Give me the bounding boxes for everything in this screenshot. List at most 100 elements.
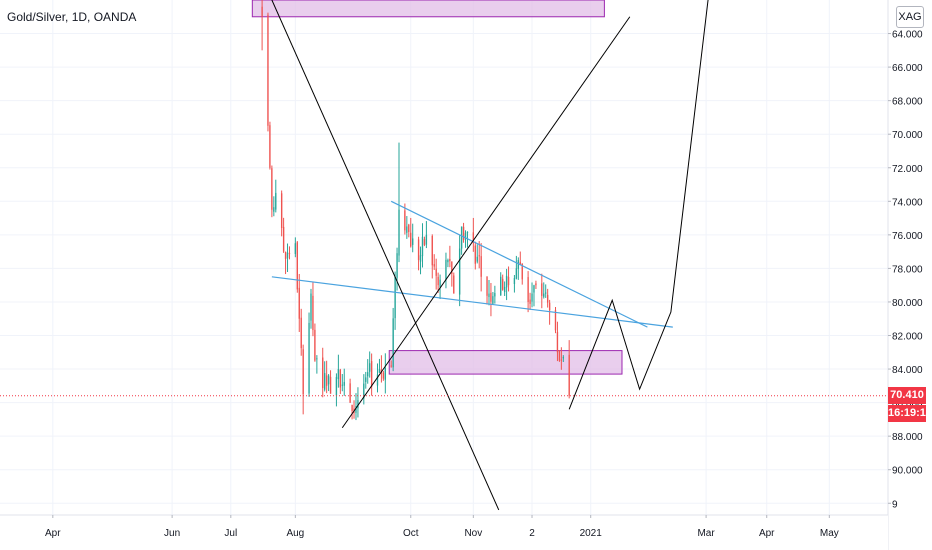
- candle-body: [280, 193, 283, 228]
- candle-body: [419, 255, 422, 262]
- candle-body: [505, 275, 508, 288]
- candle-body: [460, 226, 463, 249]
- candle-body: [562, 357, 564, 359]
- compare-symbol-badge[interactable]: XAG: [896, 6, 924, 28]
- candle-body: [261, 6, 263, 17]
- candle-body: [365, 377, 367, 382]
- candle-body: [560, 359, 563, 361]
- last-price-tag: 70.410: [888, 386, 926, 404]
- candle-body: [349, 383, 351, 403]
- candle-body: [410, 232, 412, 247]
- candle-body: [521, 263, 523, 280]
- drawing-layer: [271, 0, 709, 511]
- candle-body: [406, 226, 408, 233]
- time-axis[interactable]: Apr Jun Jul Aug Oct Nov 2 2021 Mar Apr May: [0, 514, 888, 550]
- time-tick-label: Apr: [45, 528, 61, 539]
- candle-body: [343, 381, 345, 386]
- candle-body: [322, 357, 324, 389]
- price-tick-label: 9: [892, 499, 898, 510]
- candle-body: [543, 293, 545, 297]
- candle-body: [558, 350, 561, 361]
- symbol-title: Gold/Silver, 1D, OANDA: [7, 10, 137, 24]
- trendline-lower-trendline: [271, 276, 673, 328]
- candle-body: [314, 329, 316, 361]
- price-tick-label: 66.000: [892, 63, 923, 74]
- candle-body: [368, 363, 371, 372]
- candle-body: [517, 260, 520, 269]
- candle-body: [453, 275, 455, 294]
- candle-body: [267, 14, 269, 126]
- candle-body: [423, 239, 426, 245]
- candle-body: [288, 253, 291, 255]
- candle-body: [351, 404, 353, 411]
- time-tick-label: Jul: [224, 528, 237, 539]
- candle-body: [396, 253, 398, 278]
- price-tick-label: 90.000: [892, 466, 923, 477]
- candle-body: [431, 236, 433, 266]
- candle-body: [437, 276, 439, 286]
- candle-body: [357, 400, 359, 409]
- candle-body: [529, 299, 531, 304]
- candle-body: [298, 287, 300, 319]
- candle-body: [296, 242, 298, 290]
- candle-body: [329, 376, 332, 394]
- candle-body: [327, 375, 330, 385]
- candle-body: [269, 125, 271, 168]
- price-tick-label: 70.000: [892, 130, 923, 141]
- price-axis[interactable]: 9 90.000 88.000 86.000 84.000 82.000 80.000 78.…: [887, 0, 932, 550]
- candle-body: [294, 243, 297, 254]
- candle-body: [494, 293, 496, 297]
- time-tick-label: 2021: [580, 528, 603, 539]
- candle-body: [554, 309, 557, 331]
- price-tick-label: 72.000: [892, 164, 923, 175]
- candle-body: [339, 369, 342, 388]
- candle-body: [378, 369, 381, 373]
- candle-body: [302, 349, 304, 395]
- time-tick-label: Mar: [697, 528, 715, 539]
- candle-body: [412, 238, 414, 245]
- bar-countdown-tag: 16:19:12: [888, 404, 932, 422]
- candle-body: [501, 278, 504, 290]
- candle-body: [458, 248, 461, 295]
- candle-body: [363, 383, 365, 399]
- candle-body: [490, 292, 492, 302]
- price-tick-label: 80.000: [892, 298, 923, 309]
- candle-body: [324, 373, 326, 390]
- trendline-triangle-upper: [390, 200, 648, 328]
- candle-body: [433, 264, 435, 267]
- candle-body: [384, 367, 387, 380]
- candle-body: [367, 372, 369, 377]
- price-tick-label: 88.000: [892, 432, 923, 443]
- time-tick-label: Nov: [464, 528, 482, 539]
- candle-body: [464, 232, 467, 240]
- candle-body: [408, 224, 410, 232]
- candle-body: [500, 276, 502, 296]
- candle-body: [425, 234, 428, 245]
- candle-body: [398, 209, 400, 256]
- zone-layer: [251, 0, 623, 375]
- candle-body: [417, 239, 420, 261]
- candle-body: [316, 358, 318, 360]
- candle-body: [308, 322, 310, 394]
- candle-body: [341, 384, 343, 386]
- candle-body: [312, 295, 314, 331]
- candle-body: [451, 261, 453, 274]
- time-tick-label: Jun: [164, 528, 180, 539]
- candle-series: [261, 0, 570, 421]
- candle-body: [325, 375, 328, 386]
- price-tick-label: 78.000: [892, 264, 923, 275]
- candle-body: [421, 236, 424, 257]
- projection-path: [568, 0, 709, 410]
- candle-body: [445, 259, 447, 280]
- candle-body: [337, 369, 340, 380]
- price-tick-label: 76.000: [892, 231, 923, 242]
- price-tick-label: 68.000: [892, 97, 923, 108]
- time-tick-label: May: [820, 528, 839, 539]
- candle-body: [447, 260, 449, 263]
- candle-body: [568, 354, 570, 396]
- trendline-diagonal-down: [271, 0, 500, 511]
- candle-body: [545, 292, 547, 294]
- candle-body: [282, 226, 285, 252]
- candle-body: [527, 277, 529, 302]
